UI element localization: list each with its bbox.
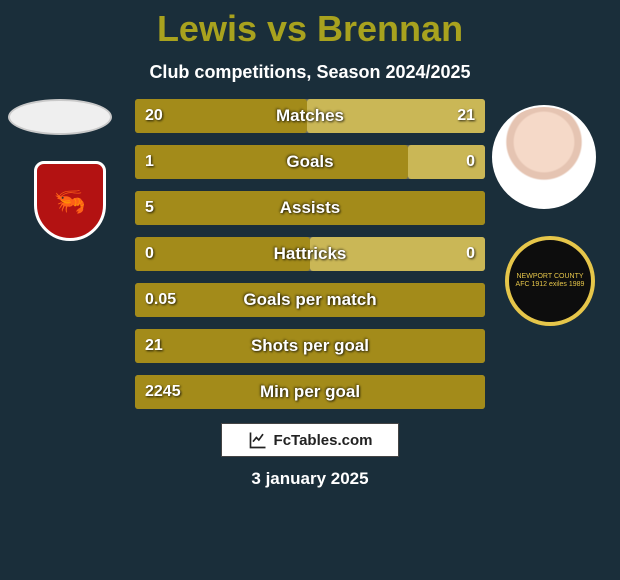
- content: 🦐 NEWPORT COUNTY AFC 1912 exiles 1989 Ma…: [0, 83, 620, 580]
- stat-value-right: 0: [466, 145, 475, 179]
- stat-value-left: 0: [145, 237, 154, 271]
- stat-value-left: 2245: [145, 375, 181, 409]
- stat-value-right: 21: [457, 99, 475, 133]
- comparison-card: Lewis vs Brennan Club competitions, Seas…: [0, 0, 620, 580]
- stat-value-left: 0.05: [145, 283, 176, 317]
- stat-value-left: 21: [145, 329, 163, 363]
- fctables-logo[interactable]: FcTables.com: [221, 423, 399, 457]
- title-vs: vs: [257, 8, 317, 49]
- stat-row: Shots per goal21: [135, 329, 485, 363]
- stat-label: Goals per match: [135, 283, 485, 317]
- stat-row: Goals1 0: [135, 145, 485, 179]
- logo-text: FcTables.com: [274, 432, 373, 449]
- subtitle: Club competitions, Season 2024/2025: [149, 62, 470, 83]
- stat-label: Shots per goal: [135, 329, 485, 363]
- stat-value-left: 1: [145, 145, 154, 179]
- stat-row: Assists5: [135, 191, 485, 225]
- player-right-avatar: [492, 105, 596, 209]
- title-right: Brennan: [317, 8, 463, 49]
- stat-row: Hattricks0 0: [135, 237, 485, 271]
- stat-row: Min per goal2245: [135, 375, 485, 409]
- crest-right-ring: NEWPORT COUNTY AFC 1912 exiles 1989: [505, 236, 595, 326]
- stat-value-left: 5: [145, 191, 154, 225]
- stat-bars: Matches2021Goals10Assists5Hattricks00Goa…: [135, 99, 485, 421]
- stat-row: Goals per match0.05: [135, 283, 485, 317]
- club-crest-left: 🦐: [20, 157, 120, 245]
- footer-date: 3 january 2025: [0, 469, 620, 489]
- stat-label: Assists: [135, 191, 485, 225]
- stat-row: Matches20 21: [135, 99, 485, 133]
- stat-label: Goals: [135, 145, 485, 179]
- stat-label: Matches: [135, 99, 485, 133]
- stat-label: Hattricks: [135, 237, 485, 271]
- crest-right-text: NEWPORT COUNTY AFC 1912 exiles 1989: [509, 273, 591, 288]
- club-crest-right: NEWPORT COUNTY AFC 1912 exiles 1989: [498, 229, 602, 333]
- shrimp-icon: 🦐: [34, 161, 106, 241]
- page-title: Lewis vs Brennan: [157, 8, 463, 50]
- stat-label: Min per goal: [135, 375, 485, 409]
- stat-value-right: 0: [466, 237, 475, 271]
- chart-icon: [248, 430, 268, 450]
- title-left: Lewis: [157, 8, 257, 49]
- stat-value-left: 20: [145, 99, 163, 133]
- player-left-avatar-placeholder: [8, 99, 112, 135]
